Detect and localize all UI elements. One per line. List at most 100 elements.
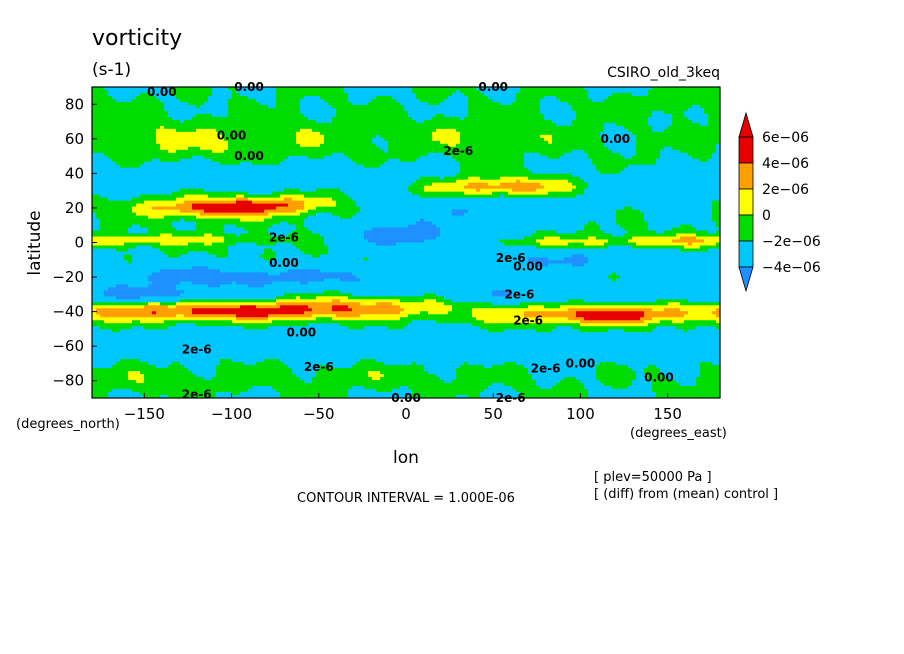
- field-cell: [440, 149, 445, 154]
- field-cell: [528, 143, 533, 148]
- field-cell: [328, 122, 333, 127]
- field-cell: [92, 101, 97, 106]
- field-cell: [704, 155, 709, 160]
- field-cell: [148, 95, 153, 100]
- field-cell: [600, 179, 605, 184]
- field-cell: [548, 125, 553, 130]
- field-cell: [640, 173, 645, 178]
- field-cell: [332, 131, 337, 136]
- field-cell: [252, 116, 257, 121]
- field-cell: [172, 137, 177, 142]
- field-cell: [168, 113, 173, 118]
- field-cell: [320, 158, 325, 163]
- field-cell: [640, 149, 645, 154]
- field-cell: [408, 87, 413, 91]
- field-cell: [676, 125, 681, 130]
- field-cell: [168, 152, 173, 157]
- field-cell: [96, 131, 101, 136]
- field-cell: [716, 155, 721, 160]
- field-cell: [204, 95, 209, 100]
- field-cell: [100, 87, 105, 91]
- field-cell: [180, 92, 185, 97]
- field-cell: [712, 89, 717, 94]
- field-cell: [524, 128, 529, 133]
- field-cell: [448, 149, 453, 154]
- field-cell: [160, 176, 165, 181]
- field-cell: [632, 155, 637, 160]
- field-cell: [600, 134, 605, 139]
- field-cell: [184, 89, 189, 94]
- field-cell: [448, 101, 453, 106]
- field-cell: [272, 179, 277, 184]
- field-cell: [704, 113, 709, 118]
- field-cell: [644, 101, 649, 106]
- field-cell: [596, 104, 601, 109]
- field-cell: [412, 149, 417, 154]
- field-cell: [400, 158, 405, 163]
- field-cell: [336, 89, 341, 94]
- field-cell: [352, 131, 357, 136]
- field-cell: [424, 143, 429, 148]
- field-cell: [364, 116, 369, 121]
- field-cell: [520, 113, 525, 118]
- field-cell: [616, 143, 621, 148]
- field-cell: [272, 131, 277, 136]
- field-cell: [188, 104, 193, 109]
- field-cell: [232, 119, 237, 124]
- field-cell: [108, 137, 113, 142]
- field-cell: [656, 134, 661, 139]
- field-cell: [176, 137, 181, 142]
- field-cell: [176, 176, 181, 181]
- field-cell: [280, 101, 285, 106]
- field-cell: [704, 149, 709, 154]
- field-cell: [208, 92, 213, 97]
- field-cell: [444, 101, 449, 106]
- field-cell: [148, 119, 153, 124]
- field-cell: [692, 107, 697, 112]
- field-cell: [488, 140, 493, 145]
- field-cell: [588, 131, 593, 136]
- field-cell: [320, 164, 325, 169]
- field-cell: [708, 95, 713, 100]
- field-cell: [688, 119, 693, 124]
- field-cell: [168, 116, 173, 121]
- field-cell: [488, 92, 493, 97]
- field-cell: [168, 87, 173, 91]
- field-cell: [128, 164, 133, 169]
- field-cell: [452, 167, 457, 172]
- field-cell: [688, 122, 693, 127]
- field-cell: [208, 140, 213, 145]
- field-cell: [112, 128, 117, 133]
- field-cell: [272, 170, 277, 175]
- field-cell: [712, 125, 717, 130]
- field-cell: [236, 158, 241, 163]
- field-cell: [308, 116, 313, 121]
- field-cell: [284, 95, 289, 100]
- field-cell: [260, 170, 265, 175]
- field-cell: [240, 131, 245, 136]
- field-cell: [400, 179, 405, 184]
- field-cell: [676, 158, 681, 163]
- field-cell: [324, 128, 329, 133]
- field-cell: [344, 164, 349, 169]
- field-cell: [484, 101, 489, 106]
- field-cell: [248, 104, 253, 109]
- field-cell: [188, 113, 193, 118]
- field-cell: [288, 98, 293, 103]
- field-cell: [564, 128, 569, 133]
- field-cell: [560, 161, 565, 166]
- field-cell: [592, 128, 597, 133]
- field-cell: [452, 155, 457, 160]
- field-cell: [288, 119, 293, 124]
- field-cell: [624, 176, 629, 181]
- field-cell: [488, 119, 493, 124]
- field-cell: [168, 140, 173, 145]
- field-cell: [596, 164, 601, 169]
- field-cell: [400, 146, 405, 151]
- field-cell: [700, 134, 705, 139]
- field-cell: [348, 113, 353, 118]
- field-cell: [456, 134, 461, 139]
- field-cell: [344, 122, 349, 127]
- field-cell: [296, 179, 301, 184]
- field-cell: [108, 146, 113, 151]
